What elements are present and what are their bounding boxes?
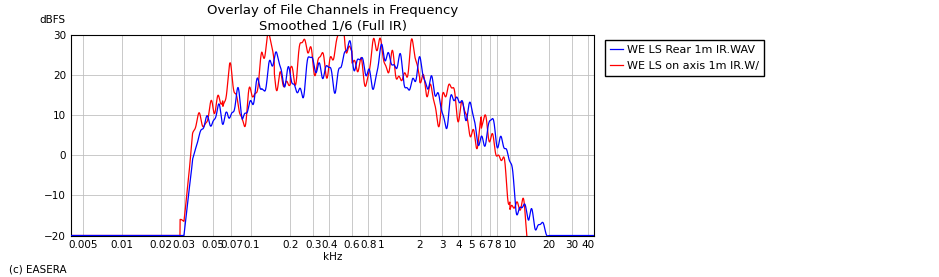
WE LS on axis 1m IR.W/: [522, 238, 533, 241]
WE LS Rear 1m IR.WAV: [156, 234, 167, 237]
WE LS Rear 1m IR.WAV: [542, 234, 553, 238]
Title: Overlay of File Channels in Frequency
Smoothed 1/6 (Full IR): Overlay of File Channels in Frequency Sm…: [207, 4, 458, 32]
WE LS on axis 1m IR.W/: [578, 238, 590, 241]
WE LS Rear 1m IR.WAV: [589, 234, 600, 237]
WE LS Rear 1m IR.WAV: [266, 63, 277, 66]
WE LS Rear 1m IR.WAV: [345, 39, 356, 42]
WE LS Rear 1m IR.WAV: [522, 217, 533, 220]
Legend: WE LS Rear 1m IR.WAV, WE LS on axis 1m IR.W/: WE LS Rear 1m IR.WAV, WE LS on axis 1m I…: [605, 40, 763, 76]
Text: (c) EASERA: (c) EASERA: [9, 264, 67, 274]
WE LS on axis 1m IR.W/: [65, 234, 76, 237]
WE LS on axis 1m IR.W/: [522, 238, 533, 241]
WE LS Rear 1m IR.WAV: [125, 234, 136, 237]
Line: WE LS Rear 1m IR.WAV: WE LS Rear 1m IR.WAV: [70, 41, 594, 236]
WE LS on axis 1m IR.W/: [589, 238, 600, 241]
X-axis label: kHz: kHz: [323, 252, 343, 262]
WE LS Rear 1m IR.WAV: [65, 234, 76, 237]
WE LS on axis 1m IR.W/: [266, 44, 277, 48]
WE LS Rear 1m IR.WAV: [578, 234, 590, 237]
Y-axis label: dBFS: dBFS: [39, 15, 66, 25]
WE LS on axis 1m IR.W/: [156, 234, 167, 237]
WE LS on axis 1m IR.W/: [125, 234, 136, 237]
Line: WE LS on axis 1m IR.W/: WE LS on axis 1m IR.W/: [70, 31, 594, 240]
WE LS Rear 1m IR.WAV: [288, 83, 300, 86]
WE LS on axis 1m IR.W/: [288, 79, 300, 83]
WE LS on axis 1m IR.W/: [333, 29, 345, 32]
